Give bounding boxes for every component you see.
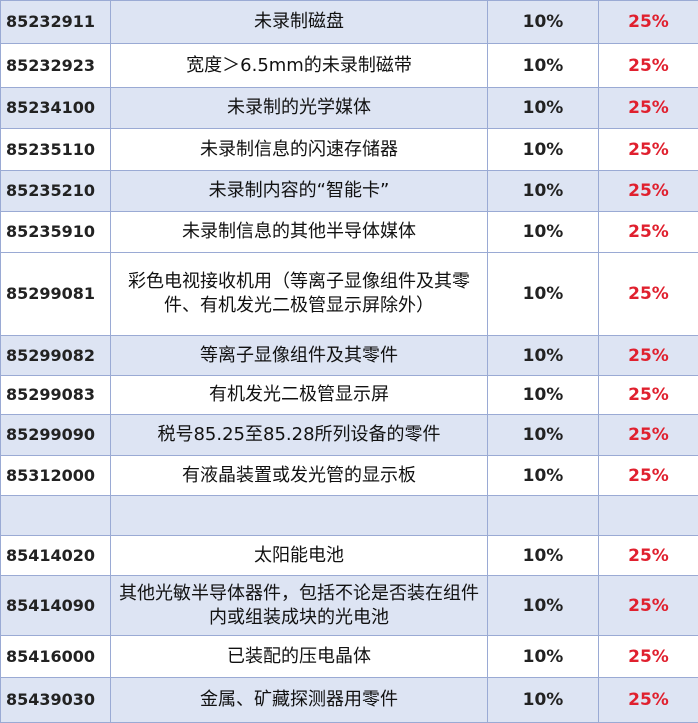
description-cell: 未录制内容的“智能卡” [111, 171, 488, 212]
hs-code-cell: 85439030 [1, 678, 111, 723]
description-cell: 未录制磁盘 [111, 1, 488, 44]
additional-rate-cell: 25% [599, 1, 698, 44]
hs-code-cell: 85234100 [1, 88, 111, 129]
rate-cell: 10% [488, 678, 599, 723]
additional-rate-cell: 25% [599, 171, 698, 212]
description-cell: 金属、矿藏探测器用零件 [111, 678, 488, 723]
description-cell: 有液晶装置或发光管的显示板 [111, 456, 488, 496]
additional-rate-cell: 25% [599, 129, 698, 171]
hs-code-cell: 85312000 [1, 456, 111, 496]
rate-cell: 10% [488, 212, 599, 253]
description-cell: 已装配的压电晶体 [111, 636, 488, 678]
rate-cell: 10% [488, 44, 599, 88]
description-cell: 等离子显像组件及其零件 [111, 336, 488, 376]
description-cell: 未录制信息的闪速存储器 [111, 129, 488, 171]
description-cell [111, 496, 488, 536]
rate-cell: 10% [488, 88, 599, 129]
additional-rate-cell: 25% [599, 456, 698, 496]
description-cell: 其他光敏半导体器件，包括不论是否装在组件内或组装成块的光电池 [111, 576, 488, 636]
additional-rate-cell: 25% [599, 576, 698, 636]
hs-code-cell: 85299082 [1, 336, 111, 376]
hs-code-cell: 85235110 [1, 129, 111, 171]
hs-code-cell: 85235910 [1, 212, 111, 253]
hs-code-cell: 85232923 [1, 44, 111, 88]
table-row [1, 496, 698, 536]
rate-cell: 10% [488, 1, 599, 44]
rate-cell: 10% [488, 129, 599, 171]
hs-code-cell: 85235210 [1, 171, 111, 212]
description-cell: 太阳能电池 [111, 536, 488, 576]
description-cell: 未录制信息的其他半导体媒体 [111, 212, 488, 253]
additional-rate-cell: 25% [599, 253, 698, 336]
additional-rate-cell: 25% [599, 44, 698, 88]
description-cell: 未录制的光学媒体 [111, 88, 488, 129]
hs-code-cell: 85416000 [1, 636, 111, 678]
description-cell: 彩色电视接收机用（等离子显像组件及其零件、有机发光二极管显示屏除外） [111, 253, 488, 336]
additional-rate-cell: 25% [599, 376, 698, 415]
hs-code-cell [1, 496, 111, 536]
additional-rate-cell: 25% [599, 536, 698, 576]
additional-rate-cell: 25% [599, 678, 698, 723]
hs-code-cell: 85299081 [1, 253, 111, 336]
rate-cell [488, 496, 599, 536]
rate-cell: 10% [488, 253, 599, 336]
rate-cell: 10% [488, 415, 599, 456]
rate-cell: 10% [488, 376, 599, 415]
additional-rate-cell [599, 496, 698, 536]
rate-cell: 10% [488, 576, 599, 636]
hs-code-cell: 85299083 [1, 376, 111, 415]
additional-rate-cell: 25% [599, 212, 698, 253]
hs-code-cell: 85299090 [1, 415, 111, 456]
rate-cell: 10% [488, 336, 599, 376]
rate-cell: 10% [488, 636, 599, 678]
rate-cell: 10% [488, 456, 599, 496]
additional-rate-cell: 25% [599, 336, 698, 376]
rate-cell: 10% [488, 536, 599, 576]
hs-code-cell: 85232911 [1, 1, 111, 44]
description-cell: 宽度＞6.5mm的未录制磁带 [111, 44, 488, 88]
additional-rate-cell: 25% [599, 88, 698, 129]
description-cell: 税号85.25至85.28所列设备的零件 [111, 415, 488, 456]
additional-rate-cell: 25% [599, 636, 698, 678]
description-cell: 有机发光二极管显示屏 [111, 376, 488, 415]
additional-rate-cell: 25% [599, 415, 698, 456]
hs-code-cell: 85414020 [1, 536, 111, 576]
rate-cell: 10% [488, 171, 599, 212]
hs-code-cell: 85414090 [1, 576, 111, 636]
